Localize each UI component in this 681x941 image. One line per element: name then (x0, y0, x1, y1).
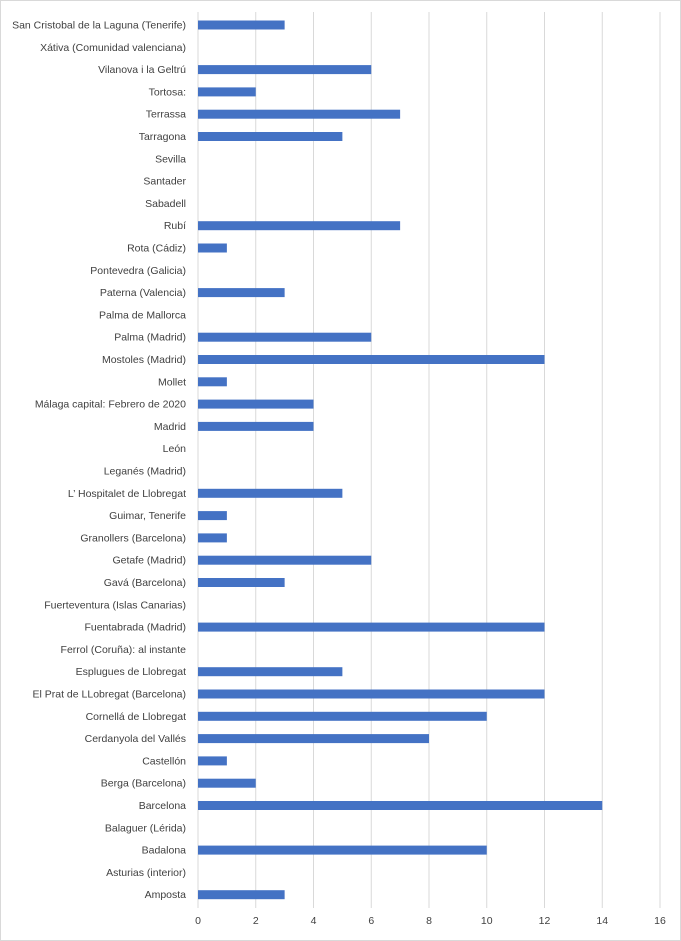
category-label: León (163, 443, 187, 455)
bar (198, 132, 343, 141)
category-label: L’ Hospitalet de Llobregat (68, 488, 186, 500)
category-label: Berga (Barcelona) (101, 778, 186, 790)
category-label: Balaguer (Lérida) (105, 822, 186, 834)
category-label: Santader (143, 176, 186, 188)
x-tick-label: 0 (195, 915, 201, 927)
bar (198, 20, 285, 30)
category-label: Esplugues de Llobregat (76, 666, 186, 678)
category-label: Fuentabrada (Madrid) (84, 622, 186, 634)
x-tick-label: 12 (539, 915, 551, 927)
bar (198, 734, 429, 744)
bar (198, 87, 256, 97)
bar (198, 555, 372, 565)
bar (198, 488, 343, 498)
x-tick-label: 14 (596, 915, 608, 927)
category-label: Asturias (interior) (106, 867, 186, 879)
category-label: Ferrol (Coruña): al instante (61, 644, 187, 656)
category-label: Guimar, Tenerife (109, 510, 186, 522)
bar (198, 622, 545, 632)
category-label: Terrassa (146, 109, 186, 121)
category-label: Badalona (142, 845, 187, 857)
bar (198, 399, 314, 409)
bar (198, 109, 401, 119)
category-label: Málaga capital: Febrero de 2020 (35, 399, 186, 411)
bar (198, 578, 285, 587)
bar (198, 511, 227, 521)
bar (198, 778, 256, 788)
bar (198, 243, 227, 253)
category-label: Castellón (142, 755, 186, 767)
bar (198, 689, 545, 699)
bar (198, 711, 487, 721)
category-label: Amposta (145, 889, 187, 901)
category-label: Sevilla (155, 153, 186, 165)
category-label: Gavá (Barcelona) (104, 577, 186, 589)
category-label: Vilanova i la Geltrú (98, 64, 186, 76)
category-label: Getafe (Madrid) (112, 555, 186, 567)
category-label: Leganés (Madrid) (104, 466, 186, 478)
bar (198, 667, 343, 677)
x-tick-label: 2 (253, 915, 259, 927)
category-label: Palma de Mallorca (99, 309, 186, 321)
x-tick-label: 10 (481, 915, 493, 927)
x-tick-label: 6 (368, 915, 374, 927)
bar (198, 756, 227, 766)
category-label: Pontevedra (Galicia) (90, 265, 186, 277)
x-tick-label: 16 (654, 915, 666, 927)
bar (198, 332, 372, 342)
category-label: Rubí (164, 220, 186, 232)
category-label: Cornellá de Llobregat (86, 711, 186, 723)
category-label: Mollet (158, 376, 186, 388)
category-label: Barcelona (139, 800, 186, 812)
bar (198, 221, 401, 231)
bar (198, 845, 487, 855)
category-label: Rota (Cádiz) (127, 243, 186, 255)
category-label: El Prat de LLobregat (Barcelona) (32, 689, 186, 701)
bar (198, 288, 285, 298)
category-label: Madrid (154, 421, 186, 433)
bar (198, 533, 227, 543)
category-label: Xátiva (Comunidad valenciana) (40, 42, 186, 54)
bar (198, 377, 227, 387)
category-label: Paterna (Valencia) (100, 287, 186, 299)
x-tick-label: 8 (426, 915, 432, 927)
bar (198, 890, 285, 900)
category-label: Tarragona (139, 131, 186, 143)
category-label: Mostoles (Madrid) (102, 354, 186, 366)
category-label: Sabadell (145, 198, 186, 210)
bar (198, 355, 545, 364)
category-label: Cerdanyola del Vallés (85, 733, 186, 745)
category-label: Palma (Madrid) (114, 332, 186, 344)
category-label: San Cristobal de la Laguna (Tenerife) (12, 20, 186, 32)
x-tick-label: 4 (311, 915, 317, 927)
category-label: Granollers (Barcelona) (80, 532, 186, 544)
category-label: Tortosa: (149, 86, 186, 98)
bar (198, 421, 314, 431)
category-label: Fuerteventura (Islas Canarias) (44, 599, 186, 611)
bar (198, 801, 603, 810)
bar (198, 65, 372, 75)
